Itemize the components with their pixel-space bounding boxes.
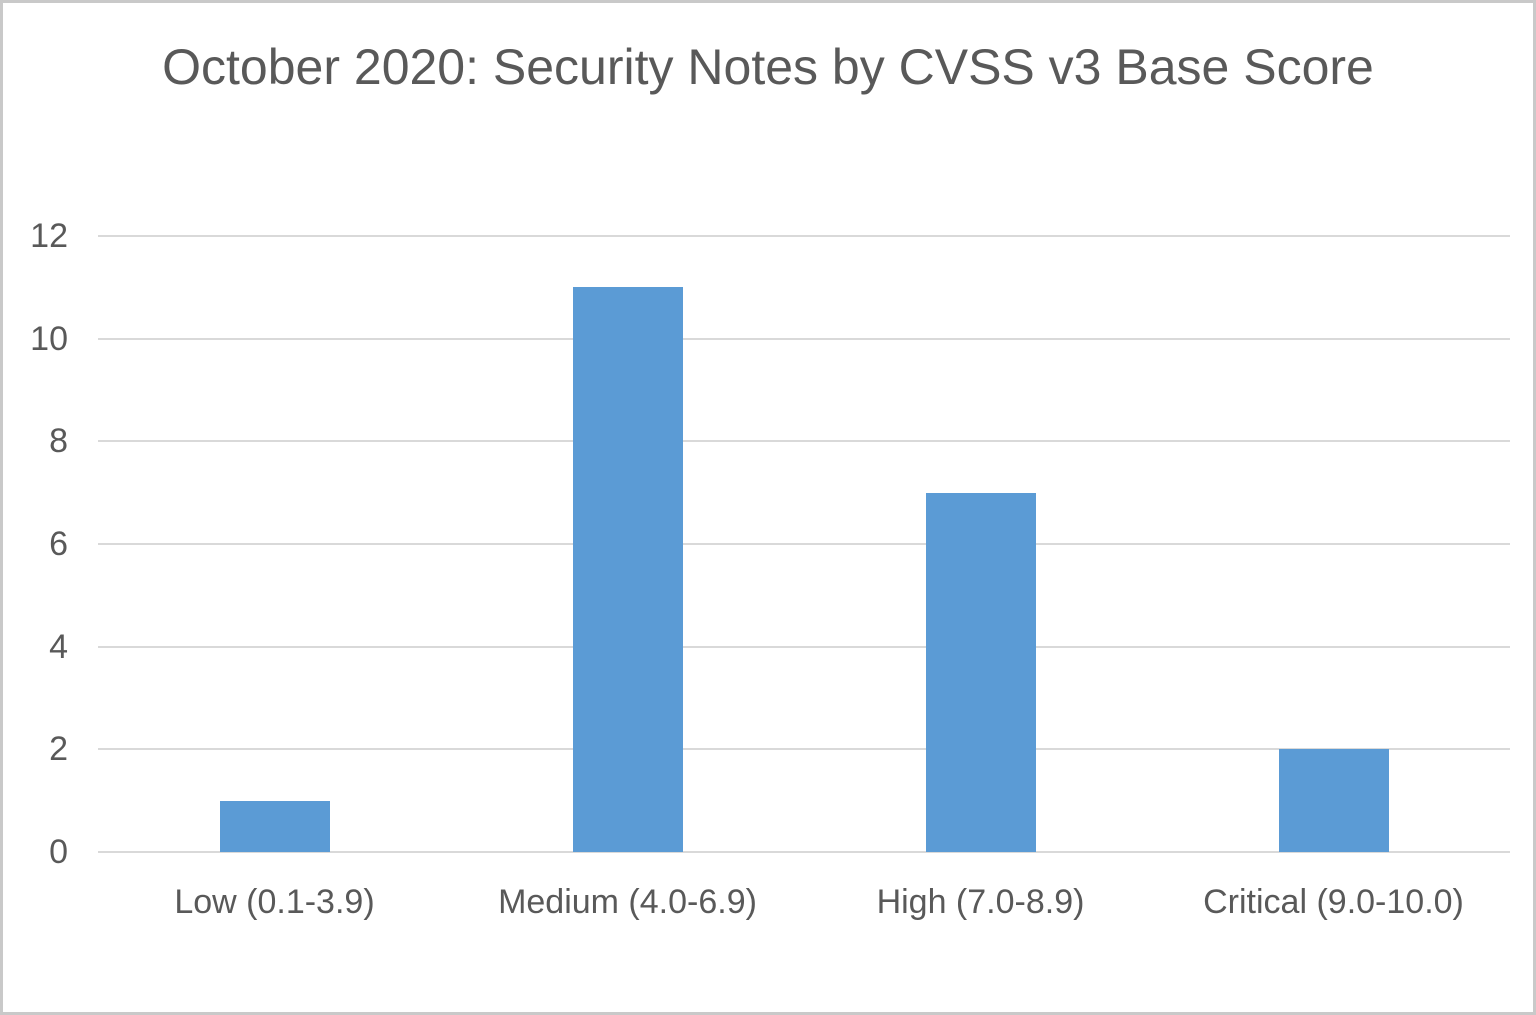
x-tick-label-medium-4-0-6-9: Medium (4.0-6.9): [498, 883, 757, 921]
chart-title: October 2020: Security Notes by CVSS v3 …: [162, 39, 1374, 95]
y-tick-label-6: 6: [49, 525, 68, 563]
x-tick-label-high-7-0-8-9: High (7.0-8.9): [876, 883, 1085, 921]
plot-area: 0 2 4 6 8 10 12 Low (0.1-3.9) Medium (4.0-6.9) H…: [30, 219, 1510, 921]
gridline-10: [98, 337, 1510, 340]
x-tick-label-critical-9-0-10-0: Critical (9.0-10.0): [1203, 883, 1464, 921]
y-tick-label-12: 12: [30, 217, 68, 255]
gridline-12: [98, 235, 1510, 237]
y-tick-label-0: 0: [49, 833, 68, 871]
bar-low-0-1-3-9: [219, 800, 330, 852]
y-tick-label-2: 2: [49, 730, 68, 769]
gridline-4: [98, 645, 1510, 648]
bar-critical-9-0-10-0: [1278, 749, 1389, 852]
gridline-0: [98, 851, 1510, 853]
y-tick-label-8: 8: [49, 422, 68, 461]
x-tick-label-low-0-1-3-9: Low (0.1-3.9): [174, 883, 375, 921]
gridline-2: [98, 748, 1510, 751]
y-tick-label-4: 4: [49, 627, 68, 666]
bar-medium-4-0-6-9: [572, 287, 683, 852]
gridline-6: [98, 543, 1510, 545]
bar-high-7-0-8-9: [925, 492, 1036, 852]
gridline-8: [98, 440, 1510, 443]
y-tick-label-10: 10: [30, 319, 68, 358]
